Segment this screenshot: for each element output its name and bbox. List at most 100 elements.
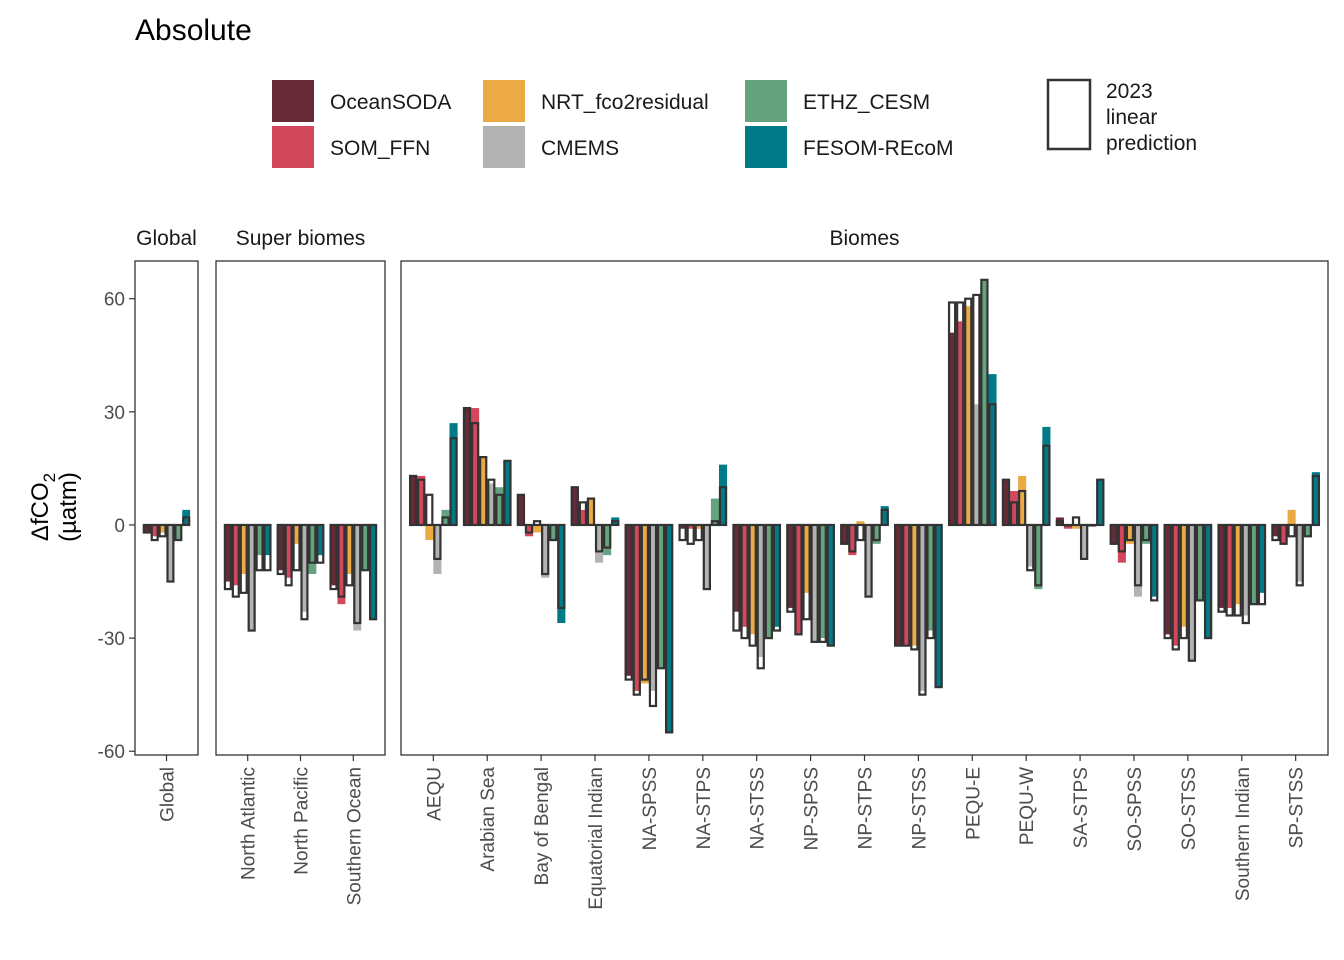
panels: Global Global 60 30 0 -30 -60 Super biomes North… (98, 227, 1329, 910)
bar-ethz-cesm (1034, 524, 1043, 590)
x-tick-label: PEQU-E (963, 767, 984, 840)
prediction-outline-cmems (487, 478, 496, 527)
bar-oceansoda (409, 475, 418, 525)
bar-ethz-cesm (710, 498, 719, 525)
bar-nrt-fco2residual (239, 524, 248, 574)
bar-nrt-fco2residual (425, 524, 434, 541)
prediction-outline-ethz-cesm (1034, 523, 1043, 587)
prediction-outline-ethz-cesm (980, 278, 989, 527)
x-tick-label: Southern Indian (1233, 767, 1254, 901)
bar-cmems (487, 483, 496, 525)
bar-som-ffn (1171, 524, 1180, 646)
bar-nrt-fco2residual (1125, 524, 1134, 544)
bar-som-ffn (632, 524, 641, 691)
prediction-outline-nrt-fco2residual (425, 493, 434, 527)
bar-cmems (247, 524, 256, 631)
y-axis-title-sub: 2 (40, 473, 59, 482)
bar-ethz-cesm (657, 524, 666, 669)
prediction-outline-som-ffn (956, 301, 965, 527)
prediction-outline-som-ffn (578, 501, 588, 527)
prediction-outline-fesom-recom (449, 437, 458, 527)
prediction-outline-oceansoda (894, 523, 903, 647)
panel-strip-label: Super biomes (236, 227, 366, 250)
prediction-outline-som-ffn (740, 523, 749, 640)
x-tick-label: AEQU (424, 767, 445, 821)
prediction-outline-nrt-fco2residual (964, 297, 973, 527)
bar-som-ffn (1010, 491, 1019, 525)
bar-ethz-cesm (926, 524, 935, 631)
prediction-outline-oceansoda (329, 523, 338, 591)
prediction-outline-oceansoda (840, 523, 849, 545)
prediction-outline-cmems (864, 523, 873, 598)
bar-som-ffn (794, 524, 803, 635)
bar-ethz-cesm (872, 524, 881, 544)
bar-group-na-spss (624, 523, 674, 734)
x-tick-label: NA-STSS (748, 767, 769, 849)
bar-fesom-recom (1311, 472, 1320, 525)
bar-group-global (142, 509, 191, 583)
legend-key-oceansoda (272, 80, 314, 122)
bar-group-so-stss (1163, 523, 1213, 662)
prediction-outline-oceansoda (276, 523, 285, 576)
bar-oceansoda (1109, 524, 1118, 544)
bar-group-so-spss (1109, 523, 1159, 602)
bar-cmems (166, 524, 175, 582)
bar-fesom-recom (369, 524, 378, 620)
panel-biomes: Biomes AEQU Arabian Sea Bay of Bengal Equato… (400, 227, 1329, 910)
bar-nrt-fco2residual (479, 457, 488, 525)
prediction-outline-fesom-recom (772, 523, 782, 632)
prediction-outline-som-ffn (417, 478, 426, 527)
prediction-outline-oceansoda (570, 486, 579, 527)
bar-fesom-recom (1204, 524, 1213, 639)
prediction-outline-nrt-fco2residual (1125, 523, 1135, 542)
bar-ethz-cesm (174, 524, 183, 541)
bar-cmems (1295, 524, 1304, 582)
x-tick-label: NA-SPSS (640, 767, 661, 850)
prediction-outline-cmems (300, 523, 309, 621)
prediction-outline-ethz-cesm (872, 523, 881, 542)
bar-group-north-atlantic (223, 523, 272, 632)
bar-oceansoda (732, 524, 741, 612)
bar-som-ffn (524, 524, 534, 537)
prediction-outline-som-ffn (1009, 501, 1019, 527)
bar-group-equatorial-indian (570, 486, 620, 563)
prediction-outline-oceansoda (947, 301, 957, 527)
prediction-outline-som-ffn (337, 523, 346, 598)
bar-fesom-recom (934, 524, 943, 688)
prediction-outline-nrt-fco2residual (239, 523, 248, 594)
bar-cmems (1241, 524, 1250, 616)
bar-nrt-fco2residual (1018, 475, 1027, 525)
bar-group-bay-of-bengal (516, 493, 566, 624)
prediction-outline-cmems (541, 523, 550, 576)
prediction-outline-som-ffn (902, 523, 911, 647)
prediction-outline-oceansoda (732, 523, 741, 632)
bar-group-sa-stps (1055, 478, 1105, 561)
x-tick-label: Bay of Bengal (532, 767, 553, 885)
bar-cmems (541, 524, 550, 578)
bar-cmems (353, 524, 362, 631)
prediction-outline-ethz-cesm (441, 516, 450, 527)
legend-label-prediction-line: prediction (1106, 132, 1197, 155)
panel-border (215, 260, 386, 756)
legend-key-cmems (483, 126, 525, 168)
bar-nrt-fco2residual (694, 524, 703, 529)
legend-item-cmems: CMEMS (483, 126, 619, 168)
x-tick-label: Arabian Sea (478, 767, 499, 872)
legend: OceanSODA SOM_FFN NRT_fco2residual CMEMS ETH… (272, 78, 1197, 168)
legend-label-prediction-line: linear (1106, 106, 1157, 129)
y-axis-title: ΔfCO2 (µatm) (27, 472, 82, 542)
bar-oceansoda (894, 524, 903, 646)
y-axis-title-unit: (µatm) (55, 472, 82, 542)
bar-cmems (648, 524, 658, 691)
prediction-outline-cmems (1241, 523, 1250, 625)
bar-som-ffn (284, 524, 293, 578)
bar-fesom-recom (1042, 426, 1051, 525)
x-tick-label: SO-SPSS (1125, 767, 1146, 851)
prediction-outline-fesom-recom (1150, 523, 1159, 602)
bar-oceansoda (462, 408, 472, 525)
bar-som-ffn (150, 524, 159, 537)
bar-cmems (1080, 524, 1089, 559)
x-tick-label: Equatorial Indian (586, 767, 607, 910)
prediction-outline-fesom-recom (934, 523, 943, 689)
